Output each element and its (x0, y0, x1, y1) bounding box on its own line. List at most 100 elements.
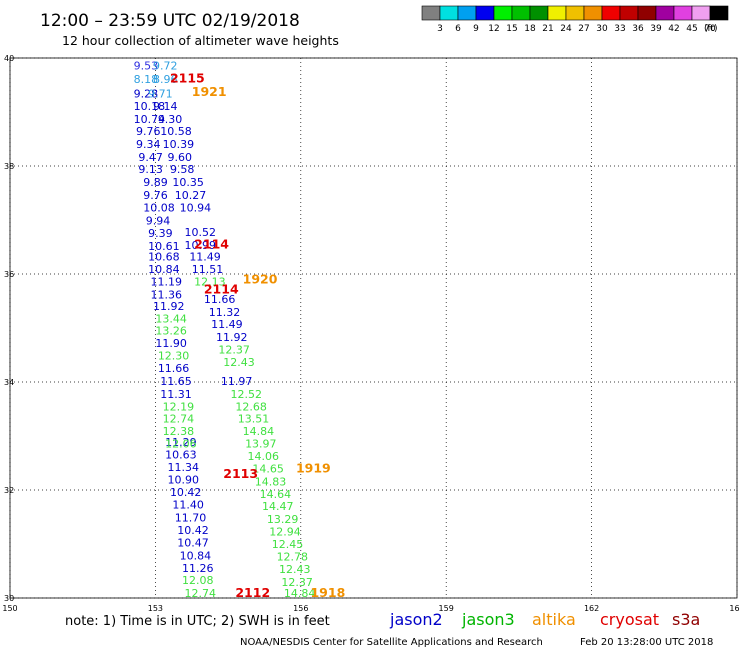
jason2-label: 10.94 (180, 202, 212, 215)
jason3-label: 14.83 (255, 475, 286, 488)
jason2-label: 11.90 (155, 337, 187, 350)
scale-tick-label: 24 (560, 24, 572, 34)
scale-tick-label: 30 (596, 24, 608, 34)
jason2-label: 10.63 (165, 448, 197, 461)
scale-swatch (421, 5, 441, 21)
scale-tick-label: 21 (542, 24, 553, 34)
satellite-legend-altika: altika (532, 610, 576, 629)
jason2-label: 10.47 (177, 536, 209, 549)
satellite-legend-cryosat: cryosat (600, 610, 659, 629)
lat-tick-label: 38 (4, 162, 14, 171)
jason2-label: 10.42 (177, 524, 209, 537)
jason2-label: 11.36 (151, 289, 183, 302)
jason2-label: 10.90 (168, 474, 200, 487)
jason2-label: 9.13 (138, 163, 163, 176)
lon-tick-label: 150 (2, 604, 17, 613)
jason3-label: 12.37 (281, 576, 313, 589)
cryosat-label: 2112 (235, 585, 270, 600)
scale-swatch (565, 5, 585, 21)
scale-tick-label: 12 (488, 24, 499, 34)
jason2-label: 10.27 (175, 189, 207, 202)
scale-swatch (547, 5, 567, 21)
jason2-label: 10.39 (163, 138, 195, 151)
altika-label: 1919 (296, 460, 331, 475)
jason3-label: 13.44 (155, 312, 187, 325)
jason2-label: 11.29 (165, 436, 197, 449)
jason2-label: 8.96 (153, 73, 178, 86)
lat-tick-label: 30 (4, 594, 14, 603)
satellite-legend-s3a: s3a (672, 610, 700, 629)
scale-tick-label: 36 (632, 24, 644, 34)
jason3-label: 13.97 (245, 438, 277, 451)
jason2-label: 11.49 (211, 318, 243, 331)
jason2-label: 10.61 (148, 240, 180, 253)
cryosat-label: 2113 (223, 466, 258, 481)
scale-swatch (529, 5, 549, 21)
jason2-label: 9.30 (158, 113, 183, 126)
jason2-label: 11.92 (216, 331, 248, 344)
jason3-label: 12.94 (269, 526, 301, 539)
jason2-label: 9.76 (136, 125, 161, 138)
scale-swatch (655, 5, 675, 21)
jason2-label: 9.39 (148, 227, 173, 240)
jason3-label: 12.06 (165, 438, 197, 451)
scale-tick-label: 33 (614, 24, 625, 34)
footer-timestamp: Feb 20 13:28:00 UTC 2018 (580, 637, 713, 648)
scale-swatch (439, 5, 459, 21)
jason2-label: 9.94 (146, 215, 171, 228)
jason3-label: 13.29 (267, 513, 299, 526)
page-title: 12:00 – 23:59 UTC 02/19/2018 (40, 11, 300, 31)
jason2-label: 11.19 (151, 276, 183, 289)
scale-swatch (601, 5, 621, 21)
jason2-label: 9.60 (168, 151, 193, 164)
lon-tick-label: 153 (148, 604, 163, 613)
map-grid (9, 57, 738, 599)
jason3-label: 14.84 (284, 587, 316, 600)
scale-swatch (511, 5, 531, 21)
jason2-label: 11.97 (221, 375, 253, 388)
jason2-label: 9.34 (136, 138, 161, 151)
jason3-label: 12.43 (223, 356, 255, 369)
jason2-label: 10.68 (148, 251, 180, 264)
scale-swatch (493, 5, 513, 21)
scale-swatch (583, 5, 603, 21)
jason2-label: 11.26 (182, 562, 214, 575)
jason2-label: 11.66 (158, 362, 190, 375)
jason2-label: 9.14 (153, 100, 178, 113)
lat-tick-label: 34 (4, 378, 14, 387)
jason2-label: 10.18 (134, 100, 166, 113)
jason2-label: 11.65 (160, 375, 192, 388)
jason2-label: 11.66 (204, 293, 236, 306)
jason2-label: 11.31 (160, 388, 192, 401)
lon-tick-label: 156 (293, 604, 308, 613)
scale-tick-label: 39 (650, 24, 662, 34)
axis-labels: 150 153 156 159 162 165 30 32 34 36 38 40 (2, 54, 740, 613)
scale-tick-label: 18 (524, 24, 536, 34)
footer-note: note: 1) Time is in UTC; 2) SWH is in fe… (65, 614, 330, 629)
jason3-label: 14.64 (260, 488, 292, 501)
jason3-label: 12.45 (272, 538, 304, 551)
scale-tick-label: 9 (473, 24, 479, 34)
scale-tick-label: 15 (506, 24, 517, 34)
jason2-label: 10.08 (143, 202, 175, 215)
scale-tick-label: 3 (437, 24, 443, 34)
jason3-label: 14.47 (262, 500, 294, 513)
lon-tick-label: 159 (439, 604, 454, 613)
jason2-label: 10.58 (160, 125, 192, 138)
wave-height-labels: 9.539.728.188.969.289.7110.189.1410.749.… (134, 60, 346, 601)
jason3-label: 12.68 (235, 400, 267, 413)
scale-tick-label: 45 (686, 24, 697, 34)
jason3-label: 12.74 (163, 413, 195, 426)
scale-tick-label: 6 (455, 24, 461, 34)
jason2-label: 10.35 (172, 176, 204, 189)
cryosat-label: 2115 (170, 71, 205, 86)
page-subtitle: 12 hour collection of altimeter wave hei… (62, 33, 339, 48)
scale-unit: (ft) (704, 24, 718, 34)
jason2-label: 11.32 (209, 306, 241, 319)
jason3-label: 12.37 (218, 344, 250, 357)
satellite-legend-jason3: jason3 (461, 610, 515, 629)
scale-swatch (475, 5, 495, 21)
jason2-label: 9.58 (170, 163, 195, 176)
scale-swatch (709, 5, 729, 21)
scale-swatch (691, 5, 711, 21)
